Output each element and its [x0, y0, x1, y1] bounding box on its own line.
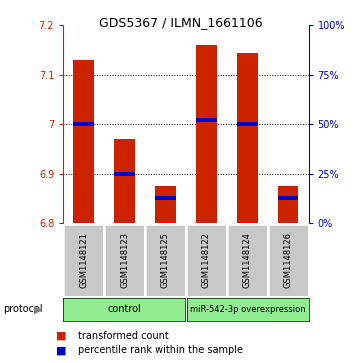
- Text: GSM1148123: GSM1148123: [120, 232, 129, 289]
- Text: control: control: [107, 305, 141, 314]
- Bar: [237, 122, 257, 126]
- Bar: [196, 45, 217, 223]
- Text: transformed count: transformed count: [78, 331, 168, 341]
- Text: ▶: ▶: [34, 305, 43, 314]
- Text: miR-542-3p overexpression: miR-542-3p overexpression: [190, 305, 305, 314]
- Bar: [278, 186, 299, 223]
- Bar: [155, 186, 176, 223]
- Bar: [73, 122, 94, 126]
- Bar: [237, 53, 257, 223]
- Bar: [278, 196, 299, 200]
- Text: ■: ■: [56, 345, 66, 355]
- Bar: [155, 196, 176, 200]
- Bar: [114, 139, 135, 223]
- Bar: [73, 60, 94, 223]
- Text: GSM1148122: GSM1148122: [202, 233, 211, 288]
- Text: GDS5367 / ILMN_1661106: GDS5367 / ILMN_1661106: [99, 16, 262, 29]
- Bar: [114, 172, 135, 176]
- Text: GSM1148126: GSM1148126: [284, 232, 293, 289]
- Bar: [196, 118, 217, 122]
- Text: ■: ■: [56, 331, 66, 341]
- Text: protocol: protocol: [4, 305, 43, 314]
- Text: GSM1148125: GSM1148125: [161, 233, 170, 288]
- Text: GSM1148124: GSM1148124: [243, 233, 252, 288]
- Text: GSM1148121: GSM1148121: [79, 233, 88, 288]
- Text: percentile rank within the sample: percentile rank within the sample: [78, 345, 243, 355]
